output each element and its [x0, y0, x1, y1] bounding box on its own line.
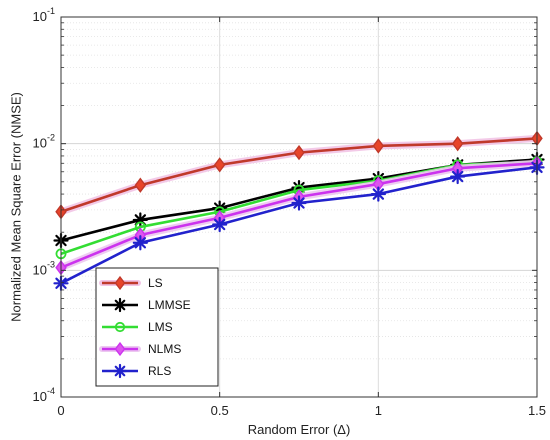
data-point-rls — [291, 195, 307, 211]
data-point-ls — [451, 136, 464, 152]
series-rls — [53, 159, 545, 291]
legend-label: NLMS — [148, 342, 181, 356]
legend-marker — [114, 275, 126, 291]
series-layer — [53, 130, 545, 291]
x-axis-label: Random Error (Δ) — [248, 422, 351, 437]
legend-label: RLS — [148, 364, 171, 378]
data-point-ls — [372, 138, 385, 154]
legend-marker — [112, 297, 128, 313]
data-point-ls — [293, 144, 305, 161]
data-point-rls — [212, 216, 228, 233]
x-tick-label: 1 — [375, 403, 382, 418]
data-point-rls — [450, 168, 466, 185]
y-tick-label: 10-1 — [33, 6, 55, 24]
series-ls — [55, 130, 543, 220]
y-axis-ticks: 10-4 10-3 10-2 10-1 — [33, 6, 537, 404]
y-tick-label: 10-2 — [33, 133, 55, 151]
x-tick-label: 0 — [57, 403, 64, 418]
plot-frame — [60, 16, 538, 398]
y-tick-label: 10-4 — [33, 386, 55, 404]
legend-entry-rls: RLS — [102, 363, 171, 379]
legend-entry-lmmse: LMMSE — [102, 297, 191, 313]
legend-label: LMMSE — [148, 298, 191, 312]
y-axis-label: Normalized Mean Square Error (NMSE) — [9, 92, 24, 322]
data-point-rls — [132, 235, 148, 251]
x-tick-label: 0.5 — [211, 403, 229, 418]
legend-label: LMS — [148, 320, 173, 334]
legend-marker — [114, 341, 126, 357]
legend: LS LMMSE LMS NLMS RLS — [95, 267, 219, 387]
legend-marker — [112, 363, 128, 379]
legend-label: LS — [148, 276, 163, 290]
grid — [60, 17, 538, 398]
x-tick-label: 1.5 — [528, 403, 546, 418]
x-axis-ticks: 0 0.5 1 1.5 — [57, 17, 546, 418]
legend-entry-ls: LS — [99, 275, 163, 291]
data-point-ls — [213, 157, 226, 173]
legend-entry-nlms: NLMS — [99, 341, 181, 357]
data-point-rls — [370, 186, 386, 202]
data-point-ls — [134, 177, 147, 193]
legend-marker — [114, 321, 126, 333]
legend-entry-lms: LMS — [102, 320, 173, 334]
y-tick-label: 10-3 — [33, 259, 55, 277]
